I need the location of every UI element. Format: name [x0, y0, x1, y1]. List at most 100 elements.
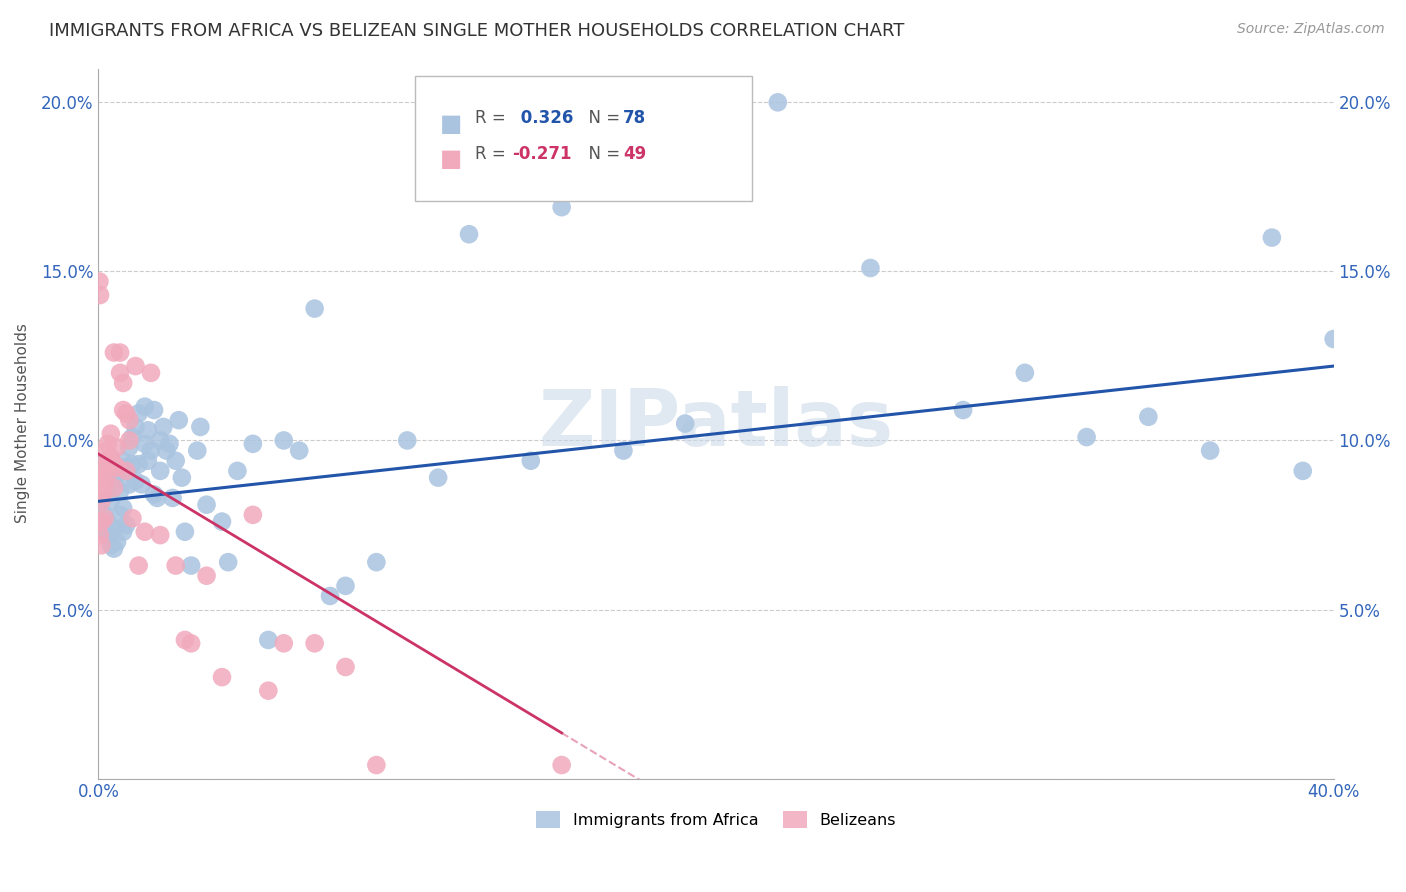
- Point: [121, 430, 143, 444]
- Point: [226, 464, 249, 478]
- Point: [304, 301, 326, 316]
- Point: [458, 227, 481, 242]
- Point: [124, 359, 146, 373]
- Point: [195, 498, 218, 512]
- Y-axis label: Single Mother Households: Single Mother Households: [15, 324, 30, 524]
- Point: [93, 508, 115, 522]
- Point: [167, 413, 190, 427]
- Point: [90, 494, 112, 508]
- Point: [91, 470, 114, 484]
- Point: [366, 758, 388, 772]
- Point: [93, 524, 115, 539]
- Point: [186, 443, 208, 458]
- Point: [103, 457, 125, 471]
- Text: R =: R =: [475, 145, 512, 162]
- Point: [128, 457, 150, 471]
- Point: [118, 440, 141, 454]
- Point: [93, 477, 115, 491]
- Point: [90, 515, 112, 529]
- Point: [115, 406, 138, 420]
- Point: [97, 528, 120, 542]
- Point: [115, 464, 138, 478]
- Point: [118, 477, 141, 491]
- Point: [1323, 332, 1346, 346]
- Point: [146, 491, 169, 505]
- Point: [190, 420, 212, 434]
- Point: [112, 454, 135, 468]
- Point: [159, 437, 181, 451]
- Point: [124, 420, 146, 434]
- Point: [162, 491, 184, 505]
- Point: [766, 95, 789, 110]
- Point: [115, 518, 138, 533]
- Point: [174, 632, 197, 647]
- Point: [257, 683, 280, 698]
- Point: [211, 515, 233, 529]
- Point: [93, 457, 115, 471]
- Point: [550, 200, 572, 214]
- Point: [550, 758, 572, 772]
- Point: [105, 440, 128, 454]
- Point: [155, 443, 177, 458]
- Point: [100, 450, 122, 465]
- Point: [273, 434, 295, 448]
- Text: ■: ■: [440, 112, 463, 136]
- Point: [152, 420, 174, 434]
- Point: [335, 660, 357, 674]
- Point: [128, 406, 150, 420]
- Point: [217, 555, 239, 569]
- Point: [612, 443, 634, 458]
- Point: [396, 434, 419, 448]
- Point: [97, 437, 120, 451]
- Point: [134, 437, 156, 451]
- Text: R =: R =: [475, 109, 512, 127]
- Point: [143, 487, 166, 501]
- Point: [90, 538, 112, 552]
- Point: [124, 474, 146, 488]
- Text: 0.326: 0.326: [515, 109, 574, 127]
- Point: [121, 511, 143, 525]
- Point: [1137, 409, 1160, 424]
- Point: [103, 541, 125, 556]
- Point: [108, 366, 131, 380]
- Point: [112, 376, 135, 390]
- Point: [149, 434, 172, 448]
- Point: [165, 558, 187, 573]
- Point: [112, 501, 135, 516]
- Point: [105, 534, 128, 549]
- Point: [304, 636, 326, 650]
- Point: [1199, 443, 1222, 458]
- Point: [118, 434, 141, 448]
- Point: [273, 636, 295, 650]
- Point: [103, 481, 125, 495]
- Point: [97, 467, 120, 482]
- Point: [180, 636, 202, 650]
- Point: [89, 528, 111, 542]
- Point: [108, 508, 131, 522]
- Point: [90, 494, 112, 508]
- Point: [103, 345, 125, 359]
- Point: [136, 454, 159, 468]
- Point: [91, 467, 114, 482]
- Text: IMMIGRANTS FROM AFRICA VS BELIZEAN SINGLE MOTHER HOUSEHOLDS CORRELATION CHART: IMMIGRANTS FROM AFRICA VS BELIZEAN SINGL…: [49, 22, 904, 40]
- Point: [1292, 464, 1315, 478]
- Point: [108, 484, 131, 499]
- Point: [673, 417, 696, 431]
- Point: [112, 524, 135, 539]
- Point: [335, 579, 357, 593]
- Point: [115, 460, 138, 475]
- Point: [149, 464, 172, 478]
- Point: [170, 470, 193, 484]
- Point: [93, 511, 115, 525]
- Point: [96, 443, 118, 458]
- Point: [427, 470, 450, 484]
- Text: N =: N =: [578, 145, 626, 162]
- Point: [89, 288, 111, 302]
- Text: ■: ■: [440, 147, 463, 171]
- Point: [103, 474, 125, 488]
- Point: [136, 423, 159, 437]
- Point: [105, 467, 128, 482]
- Point: [97, 454, 120, 468]
- Point: [139, 443, 162, 458]
- Point: [859, 260, 882, 275]
